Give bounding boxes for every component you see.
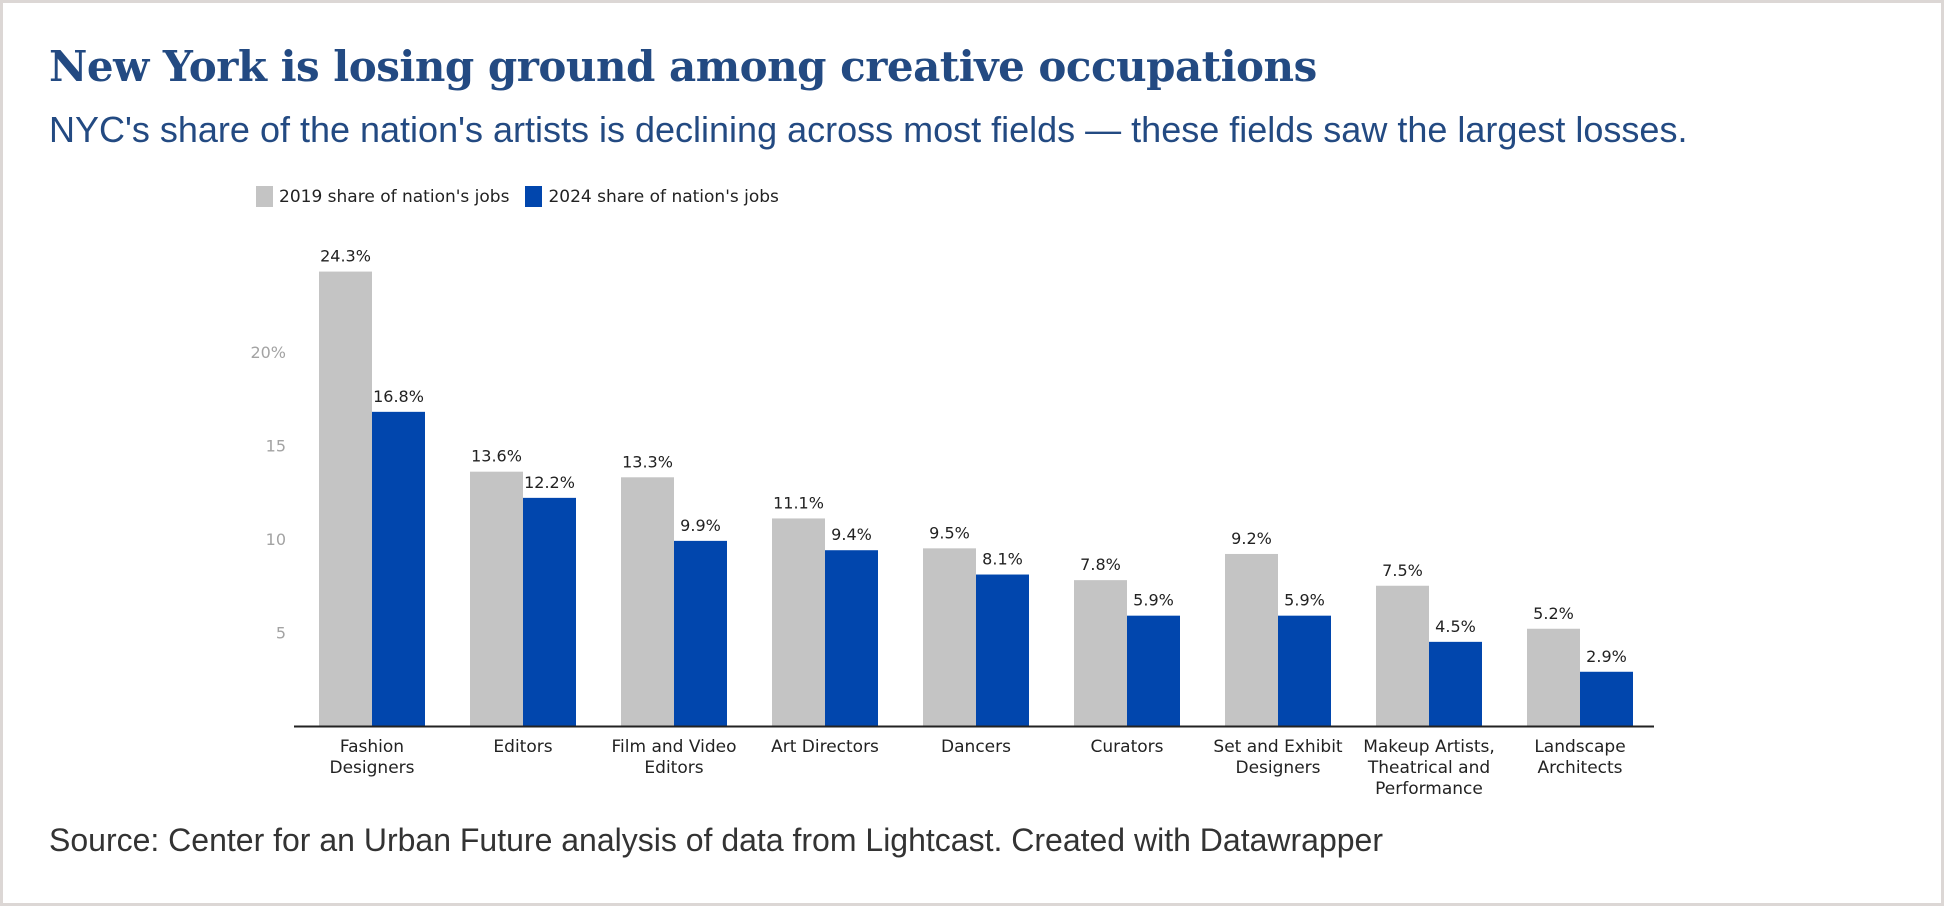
bar-2024 xyxy=(1127,615,1180,726)
x-tick-label: Theatrical and xyxy=(1367,758,1490,778)
data-label-2019: 7.8% xyxy=(1080,555,1121,574)
data-label-2019: 9.2% xyxy=(1231,529,1272,548)
bar-2024 xyxy=(1278,615,1331,726)
x-tick-label: Landscape xyxy=(1534,737,1625,757)
data-label-2019: 9.5% xyxy=(929,523,970,542)
x-tick-label: Fashion xyxy=(340,737,404,757)
x-tick-label: Architects xyxy=(1537,758,1622,778)
x-tick-label: Designers xyxy=(1236,758,1321,778)
bar-2024 xyxy=(674,540,727,726)
data-label-2024: 2.9% xyxy=(1586,647,1627,666)
y-tick-label: 20% xyxy=(250,343,286,362)
bar-2024 xyxy=(523,497,576,726)
x-tick-label: Makeup Artists, xyxy=(1363,737,1495,757)
bar-2024 xyxy=(1429,641,1482,726)
bar-2024 xyxy=(1580,671,1633,726)
bar-2019 xyxy=(319,271,372,726)
data-label-2024: 9.9% xyxy=(680,516,721,535)
data-label-2024: 9.4% xyxy=(831,525,872,544)
data-label-2024: 16.8% xyxy=(373,387,424,406)
x-tick-label: Dancers xyxy=(941,737,1011,757)
legend-item-2024: 2024 share of nation's jobs xyxy=(525,186,779,207)
data-label-2019: 13.3% xyxy=(622,452,673,471)
legend-label-2024: 2024 share of nation's jobs xyxy=(548,186,779,207)
legend-swatch-2024 xyxy=(525,186,543,207)
data-label-2019: 5.2% xyxy=(1533,604,1574,623)
data-label-2024: 5.9% xyxy=(1133,591,1174,610)
x-tick-label: Editors xyxy=(493,737,552,757)
data-label-2019: 7.5% xyxy=(1382,561,1423,580)
x-tick-label: Art Directors xyxy=(771,737,879,757)
source-note: Source: Center for an Urban Future analy… xyxy=(49,822,1383,858)
x-tick-label: Film and Video xyxy=(612,737,737,757)
legend: 2019 share of nation's jobs 2024 share o… xyxy=(256,186,795,207)
data-label-2019: 11.1% xyxy=(773,493,824,512)
data-label-2019: 24.3% xyxy=(320,247,371,266)
chart-subtitle: NYC's share of the nation's artists is d… xyxy=(49,109,1688,150)
y-tick-label: 10 xyxy=(266,530,286,549)
bar-2019 xyxy=(1225,553,1278,726)
legend-item-2019: 2019 share of nation's jobs xyxy=(256,186,509,207)
data-label-2024: 8.1% xyxy=(982,550,1023,569)
bar-2019 xyxy=(772,518,825,726)
bar-2024 xyxy=(976,574,1029,726)
data-label-2024: 5.9% xyxy=(1284,591,1325,610)
bar-2024 xyxy=(825,550,878,726)
y-tick-label: 5 xyxy=(276,624,286,643)
x-tick-label: Editors xyxy=(644,758,703,778)
x-tick-label: Curators xyxy=(1091,737,1164,757)
chart-title: New York is losing ground among creative… xyxy=(49,42,1317,91)
bar-2019 xyxy=(470,471,523,726)
bar-2024 xyxy=(372,411,425,726)
x-tick-label: Set and Exhibit xyxy=(1213,737,1343,757)
bar-2019 xyxy=(1074,580,1127,726)
data-label-2024: 4.5% xyxy=(1435,617,1476,636)
data-label-2019: 13.6% xyxy=(471,447,522,466)
bar-2019 xyxy=(1376,585,1429,726)
bar-2019 xyxy=(1527,628,1580,726)
x-tick-label: Performance xyxy=(1375,779,1483,799)
legend-label-2019: 2019 share of nation's jobs xyxy=(279,186,510,207)
data-label-2024: 12.2% xyxy=(524,473,575,492)
legend-swatch-2019 xyxy=(256,186,273,207)
x-tick-label: Designers xyxy=(330,758,415,778)
y-tick-label: 15 xyxy=(266,437,286,456)
bar-2019 xyxy=(621,477,674,726)
bar-2019 xyxy=(923,548,976,726)
